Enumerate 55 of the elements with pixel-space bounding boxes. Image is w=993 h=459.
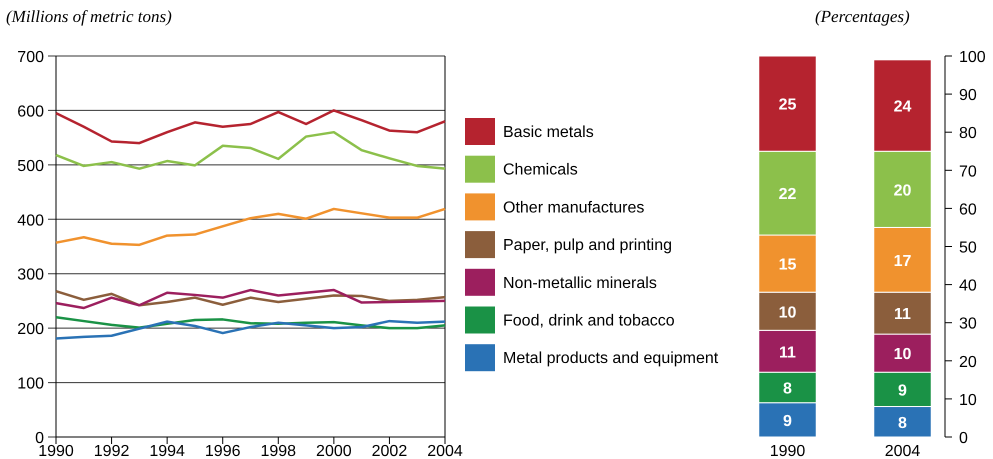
x-tick-label: 2004: [884, 443, 920, 459]
y-tick-label: 200: [17, 321, 44, 338]
data-label: 20: [894, 182, 912, 200]
legend-label: Basic metals: [503, 124, 594, 141]
data-label: 24: [894, 98, 912, 116]
y-tick-label: 700: [17, 49, 44, 66]
y-tick-label: 50: [959, 240, 977, 256]
legend-label: Paper, pulp and printing: [503, 237, 672, 254]
x-tick-label: 2004: [427, 443, 463, 459]
legend-label: Non-metallic minerals: [503, 274, 657, 292]
y-tick-label: 40: [959, 278, 977, 295]
legend-label: Chemicals: [503, 162, 578, 179]
y-axis-title: (Percentages): [815, 7, 910, 26]
line-series: [54, 130, 446, 170]
x-tick-label: 1992: [94, 443, 130, 459]
x-tick-label: 1996: [204, 443, 241, 459]
y-tick-label: 100: [17, 376, 44, 393]
line-series: [54, 320, 446, 340]
data-label: 11: [779, 344, 796, 362]
y-tick-label: 20: [959, 354, 977, 371]
data-label: 10: [778, 304, 796, 322]
y-axis-title: (Millions of metric tons): [6, 7, 172, 26]
y-tick-label: 60: [959, 201, 977, 218]
data-label: 8: [783, 380, 792, 398]
x-tick-label: 1998: [260, 443, 296, 459]
y-tick-label: 70: [959, 163, 977, 180]
legend-label: Metal products and equipment: [503, 350, 719, 368]
legend-label: Other manufactures: [503, 199, 644, 216]
data-label: 9: [898, 382, 908, 400]
x-tick-label: 1994: [149, 443, 186, 459]
y-tick-label: 500: [17, 158, 44, 175]
x-tick-label: 1990: [770, 443, 806, 459]
y-tick-label: 0: [959, 430, 968, 447]
y-tick-label: 100: [959, 49, 986, 66]
y-tick-label: 80: [959, 125, 977, 142]
y-tick-label: 400: [17, 212, 44, 230]
line-series: [54, 109, 446, 144]
y-tick-label: 300: [17, 266, 44, 284]
data-label: 25: [778, 96, 796, 114]
x-tick-label: 1990: [38, 443, 74, 459]
y-tick-label: 30: [959, 316, 977, 333]
y-tick-label: 90: [959, 87, 977, 104]
y-tick-label: 600: [17, 103, 44, 120]
data-label: 9: [783, 412, 792, 430]
data-label: 15: [778, 256, 796, 274]
data-label: 22: [778, 186, 796, 204]
data-label: 17: [894, 252, 912, 270]
legend-label: Food, drink and tobacco: [503, 312, 675, 330]
data-label: 8: [898, 414, 908, 432]
line-series: [54, 208, 446, 246]
data-label: 11: [894, 306, 912, 324]
x-tick-label: 2002: [372, 443, 408, 459]
y-tick-label: 10: [959, 392, 977, 409]
x-tick-label: 2000: [316, 443, 352, 459]
data-label: 10: [894, 346, 912, 364]
